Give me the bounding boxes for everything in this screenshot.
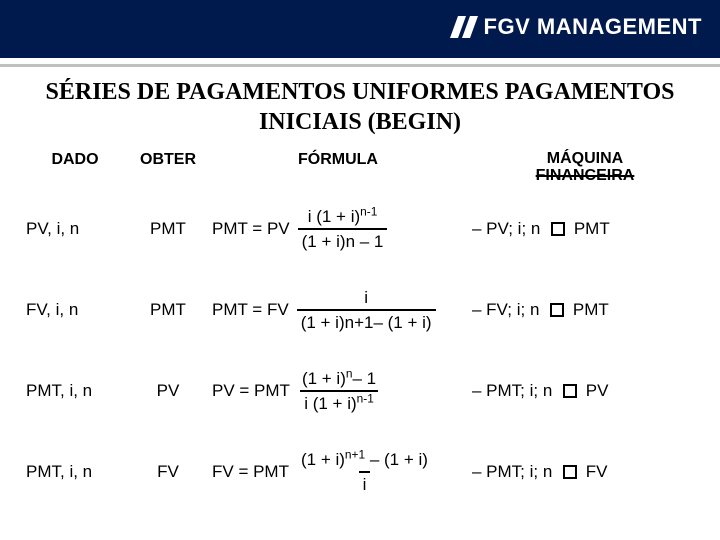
cell-dado: PV, i, n <box>18 189 128 270</box>
keycap-icon <box>550 303 564 317</box>
calc-header-line2: FINANCEIRA <box>536 167 635 184</box>
formula-numerator: i (1 + i)n-1 <box>304 207 382 229</box>
brand-logo-icon <box>452 16 478 38</box>
cell-obter: PV <box>128 351 208 432</box>
cell-calc: – PMT; i; n PV <box>468 351 702 432</box>
formula-fraction: (1 + i)n– 1 i (1 + i)n-1 <box>298 369 380 414</box>
keycap-icon <box>563 465 577 479</box>
cell-formula: PMT = FV i (1 + i)n+1– (1 + i) <box>208 270 468 351</box>
formula-fraction: i (1 + i)n-1 (1 + i)n – 1 <box>298 207 388 252</box>
calc-key-label: FV <box>586 462 608 481</box>
divider <box>0 64 720 67</box>
formula-lhs: FV = PMT <box>212 462 289 482</box>
table-row: PMT, i, n PV PV = PMT (1 + i)n– 1 i (1 +… <box>18 351 702 432</box>
table-row: PMT, i, n FV FV = PMT (1 + i)n+1 – (1 + … <box>18 432 702 513</box>
cell-formula: PMT = PV i (1 + i)n-1 (1 + i)n – 1 <box>208 189 468 270</box>
formula-numerator: (1 + i)n+1 – (1 + i) <box>297 450 432 472</box>
cell-dado: PMT, i, n <box>18 351 128 432</box>
formula-denominator: (1 + i)n – 1 <box>298 228 388 252</box>
formula-fraction: (1 + i)n+1 – (1 + i) i <box>297 450 432 495</box>
calc-text: – PMT; i; n <box>472 381 552 400</box>
formula-lhs: PV = PMT <box>212 381 290 401</box>
cell-dado: PMT, i, n <box>18 432 128 513</box>
brand-text: FGV MANAGEMENT <box>484 14 702 40</box>
col-header-obter: OBTER <box>128 145 208 189</box>
calc-key-label: PMT <box>574 219 610 238</box>
formula-table: DADO OBTER FÓRMULA MÁQUINA FINANCEIRA PV… <box>18 145 702 513</box>
cell-formula: PV = PMT (1 + i)n– 1 i (1 + i)n-1 <box>208 351 468 432</box>
col-header-dado: DADO <box>18 145 128 189</box>
calc-key-label: PV <box>586 381 609 400</box>
col-header-calc: MÁQUINA FINANCEIRA <box>468 145 702 189</box>
header-bar: FGV MANAGEMENT <box>0 0 720 58</box>
cell-calc: – PMT; i; n FV <box>468 432 702 513</box>
formula-numerator: i <box>360 288 372 310</box>
table-row: FV, i, n PMT PMT = FV i (1 + i)n+1– (1 +… <box>18 270 702 351</box>
calc-key-label: PMT <box>573 300 609 319</box>
cell-obter: PMT <box>128 270 208 351</box>
calc-text: – PMT; i; n <box>472 462 552 481</box>
calc-header-line1: MÁQUINA <box>547 150 623 167</box>
cell-calc: – PV; i; n PMT <box>468 189 702 270</box>
calc-text: – PV; i; n <box>472 219 540 238</box>
page-title: SÉRIES DE PAGAMENTOS UNIFORMES PAGAMENTO… <box>24 77 696 137</box>
brand: FGV MANAGEMENT <box>452 14 702 40</box>
formula-denominator: i <box>359 471 371 495</box>
cell-calc: – FV; i; n PMT <box>468 270 702 351</box>
formula-lhs: PMT = PV <box>212 219 290 239</box>
formula-denominator: i (1 + i)n-1 <box>300 390 378 414</box>
col-header-formula: FÓRMULA <box>208 145 468 189</box>
formula-lhs: PMT = FV <box>212 300 289 320</box>
cell-obter: PMT <box>128 189 208 270</box>
cell-dado: FV, i, n <box>18 270 128 351</box>
cell-formula: FV = PMT (1 + i)n+1 – (1 + i) i <box>208 432 468 513</box>
keycap-icon <box>551 222 565 236</box>
formula-denominator: (1 + i)n+1– (1 + i) <box>297 309 436 333</box>
formula-numerator: (1 + i)n– 1 <box>298 369 380 391</box>
calc-text: – FV; i; n <box>472 300 539 319</box>
table-row: PV, i, n PMT PMT = PV i (1 + i)n-1 (1 + … <box>18 189 702 270</box>
formula-fraction: i (1 + i)n+1– (1 + i) <box>297 288 436 333</box>
cell-obter: FV <box>128 432 208 513</box>
keycap-icon <box>563 384 577 398</box>
